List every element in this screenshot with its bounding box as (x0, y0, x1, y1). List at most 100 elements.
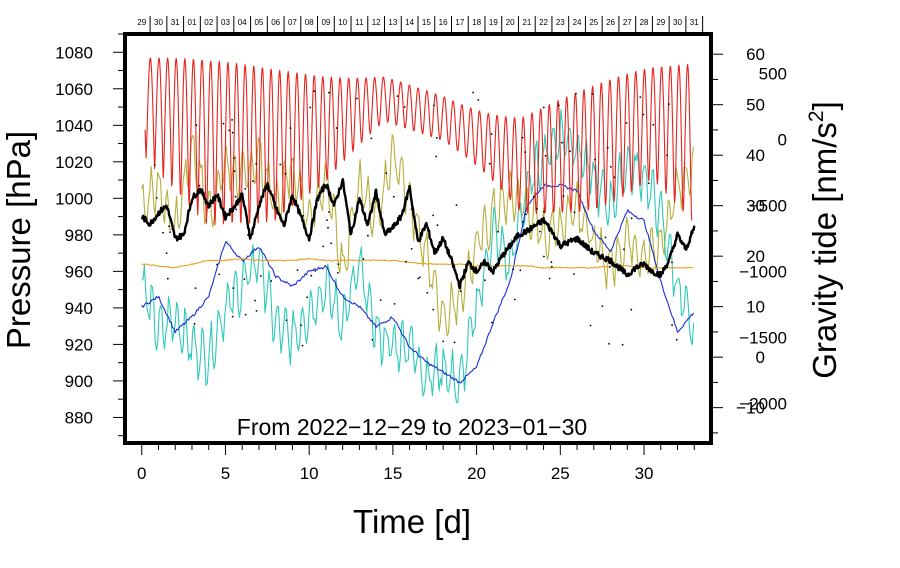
outlier-dot (218, 273, 221, 276)
top-date-label: 29 (656, 18, 665, 27)
y-axis-title-right-end: ] (806, 101, 843, 110)
series-line-pressure (140, 178, 696, 290)
outlier-dot (432, 308, 435, 311)
outlier-dot (313, 90, 316, 92)
outlier-dot (543, 210, 545, 213)
top-date-label: 09 (321, 18, 330, 27)
y-left-tick-label: 1020 (55, 153, 93, 172)
outlier-dot (244, 313, 247, 316)
outlier-dot (542, 106, 545, 109)
x-tick-label: 30 (635, 464, 654, 483)
outlier-dot (195, 124, 198, 127)
outlier-dot (155, 197, 158, 199)
outlier-dot (289, 127, 292, 130)
outlier-dot (410, 203, 413, 206)
series-layer (140, 57, 696, 403)
outlier-dot (255, 162, 258, 165)
outlier-dot (453, 341, 456, 344)
top-date-label: 16 (439, 18, 448, 27)
plot-frame (123, 32, 713, 445)
outlier-dot (410, 248, 413, 250)
outlier-dot (472, 91, 474, 94)
outlier-dot (328, 91, 330, 94)
top-date-label: 08 (305, 18, 314, 27)
y-left-tick-label: 900 (65, 372, 93, 391)
outlier-dot (575, 92, 577, 95)
outlier-dot (521, 136, 524, 139)
outlier-dot (335, 127, 338, 129)
y-left-tick-label: 880 (65, 408, 93, 427)
x-tick-label: 15 (383, 464, 402, 483)
outlier-dot (231, 315, 234, 318)
outlier-dot (562, 195, 565, 198)
top-date-label: 06 (271, 18, 280, 27)
y-left-tick-label: 960 (65, 262, 93, 281)
top-date-label: 17 (455, 18, 464, 27)
outlier-dot (244, 188, 247, 190)
top-date-label: 01 (188, 18, 197, 27)
outlier-dot (328, 211, 330, 213)
outlier-dot (393, 303, 396, 305)
outlier-dot (433, 104, 435, 107)
x-tick-label: 20 (467, 464, 486, 483)
outlier-dot (356, 97, 358, 100)
top-date-label: 04 (238, 18, 247, 27)
y-right-lower-tick-label: −500 (749, 197, 787, 216)
outlier-dot (403, 106, 406, 108)
outlier-dot (609, 166, 612, 168)
outlier-dot (609, 266, 611, 268)
top-date-label: 23 (556, 18, 565, 27)
outlier-dot (309, 106, 312, 109)
top-date-label: 24 (573, 18, 582, 27)
outlier-dot (405, 260, 407, 263)
top-date-label: 21 (522, 18, 531, 27)
outlier-dot (371, 338, 374, 341)
outlier-dot (455, 204, 458, 207)
outlier-dot (484, 279, 486, 282)
outlier-dot (216, 263, 218, 266)
x-axis-title: Time [d] (353, 503, 471, 540)
outlier-dot (396, 95, 399, 97)
outlier-dot (198, 184, 201, 187)
outlier-dot (573, 273, 575, 275)
outlier-dot (675, 338, 678, 341)
top-date-label: 15 (422, 18, 431, 27)
outlier-dot (194, 287, 197, 289)
y-axis-title-right-main: Gravity tide [nm/s (806, 122, 843, 379)
outlier-dot (417, 277, 420, 280)
y-left-tick-label: 1080 (55, 43, 93, 62)
outlier-dot (589, 324, 592, 327)
y-right-upper-tick-label: 0 (756, 348, 765, 367)
outlier-dot (284, 172, 287, 175)
top-date-label: 11 (355, 18, 364, 27)
outlier-dot (513, 298, 516, 301)
outlier-dot (326, 219, 328, 222)
outlier-dot (314, 270, 317, 272)
y-right-lower-tick-label: −1500 (739, 328, 787, 347)
outlier-dot (362, 258, 365, 260)
outlier-dot (539, 230, 541, 233)
top-date-label: 30 (154, 18, 163, 27)
outlier-dot (591, 93, 594, 95)
top-date-label: 02 (204, 18, 213, 27)
outlier-dot (625, 122, 628, 124)
y-left-tick-label: 1060 (55, 80, 93, 99)
outlier-dot (410, 208, 413, 211)
outlier-dot (222, 122, 225, 125)
outlier-dot (234, 195, 237, 198)
outlier-dot (457, 280, 460, 283)
outlier-dot (296, 269, 299, 271)
outlier-dot (392, 195, 395, 198)
series-line-orange (141, 257, 694, 269)
y-right-upper-tick-label: 60 (746, 45, 765, 64)
outlier-dot (385, 172, 388, 175)
top-date-label: 31 (690, 18, 699, 27)
outlier-dot (260, 275, 262, 277)
outlier-dot (604, 236, 607, 239)
outlier-dot (569, 150, 571, 153)
outlier-dot (671, 261, 673, 264)
top-date-label: 25 (589, 18, 598, 27)
outlier-dot (254, 299, 256, 302)
y-axis-title-left: Pressure [hPa] (0, 131, 37, 349)
